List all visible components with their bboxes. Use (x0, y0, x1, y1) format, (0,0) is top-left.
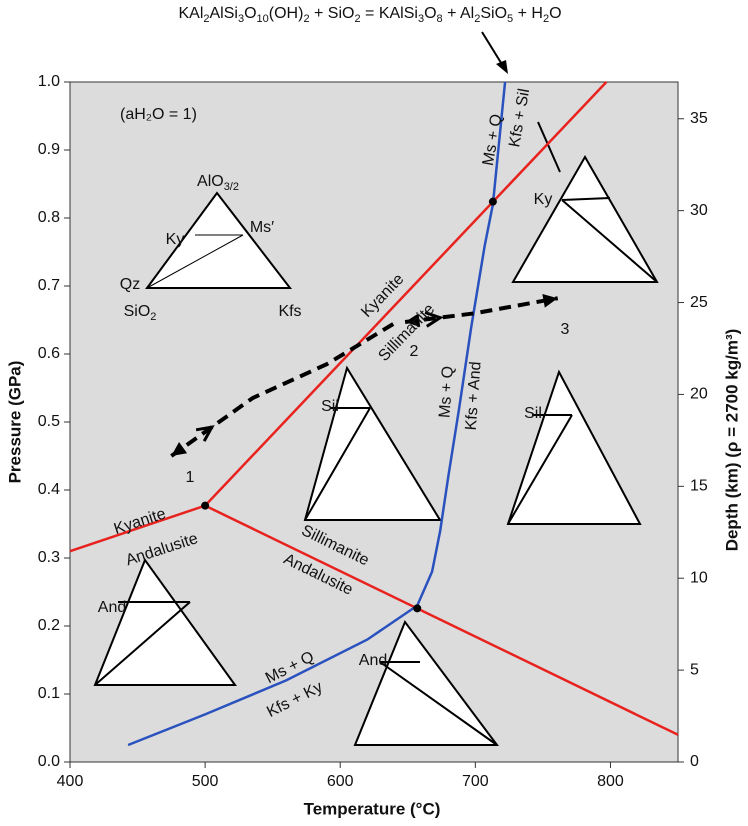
y-tick-label: 0.8 (38, 209, 60, 226)
y-tick-label: 1.0 (38, 73, 60, 90)
y-axis-title: Pressure (GPa) (5, 361, 24, 484)
pointer-arrow (481, 31, 504, 67)
reaction-line (127, 81, 507, 747)
y-tick-label: 0.0 (38, 753, 60, 770)
reaction-line (204, 81, 608, 507)
tie-lines (94, 601, 191, 686)
ternary (145, 191, 293, 289)
invariant-point (201, 501, 210, 510)
annotation: 3 (561, 321, 570, 338)
annotation: Kfs + And (463, 361, 485, 431)
annotation: Sil (321, 398, 339, 415)
annotation: Ms + Q (436, 365, 457, 418)
x-tick-label: 400 (57, 773, 84, 790)
annotation: And (98, 599, 126, 616)
annotation: SiO2 (124, 303, 157, 323)
pointer-line (537, 121, 561, 173)
tie-lines (507, 414, 573, 525)
annotation: Qz (120, 276, 140, 293)
annotation: Sil (524, 405, 542, 422)
annotation: 1 (186, 469, 195, 486)
ternary-diagrams (93, 154, 659, 746)
tie-lines (379, 661, 498, 746)
arrowhead (542, 293, 558, 308)
y-tick-label: 0.7 (38, 277, 60, 294)
y-tick-label: 0.9 (38, 141, 60, 158)
x-tick-label: 700 (462, 773, 489, 790)
y-tick-label: 0.6 (38, 345, 60, 362)
x-axis-title: Temperature (°C) (304, 799, 441, 818)
annotation: (aH₂O = 1) (120, 106, 197, 123)
invariant-point (413, 604, 422, 613)
y-tick-label: 0.4 (38, 481, 60, 498)
pointer-arrowhead (496, 60, 508, 74)
y2-tick-label: 0 (690, 753, 699, 770)
tie-lines (304, 407, 371, 521)
tie-lines (146, 234, 244, 289)
ternary (353, 619, 499, 746)
annotation: Ky (534, 191, 553, 208)
y2-tick-label: 20 (690, 386, 708, 403)
x-tick-label: 500 (192, 773, 219, 790)
x-tick-label: 800 (597, 773, 624, 790)
y2-tick-label: 30 (690, 202, 708, 219)
reaction-line (204, 504, 679, 736)
path-arrow (404, 296, 559, 325)
x-tick-label: 600 (327, 773, 354, 790)
reaction-line (69, 504, 206, 553)
chart-title: KAl2AlSi3O10(OH)2 + SiO2 = KAlSi3O8 + Al… (178, 5, 561, 25)
y2-axis-title: Depth (km) (ρ = 2700 kg/m³) (722, 329, 741, 552)
arrowhead (171, 441, 188, 456)
annotation: AlO3/2 (197, 173, 239, 193)
annotation: 2 (410, 343, 419, 360)
y2-tick-label: 15 (690, 478, 708, 495)
y2-tick-label: 35 (690, 110, 708, 127)
tie-lines (561, 197, 658, 283)
y2-tick-label: 10 (690, 569, 708, 586)
arrowhead (405, 313, 421, 328)
y-tick-label: 0.2 (38, 617, 60, 634)
chevron (424, 311, 444, 328)
y-tick-label: 0.3 (38, 549, 60, 566)
ternary (506, 369, 642, 525)
annotation: Ms′ (250, 219, 274, 236)
y-tick-label: 0.1 (38, 685, 60, 702)
chevron (195, 425, 215, 442)
annotation: And (359, 652, 387, 669)
annotation: Kfs (278, 303, 301, 320)
y2-tick-label: 25 (690, 294, 708, 311)
annotation: Ky (166, 231, 185, 248)
invariant-point (488, 197, 497, 206)
y2-tick-label: 5 (690, 661, 699, 678)
ternary (303, 365, 442, 521)
y-tick-label: 0.5 (38, 413, 60, 430)
